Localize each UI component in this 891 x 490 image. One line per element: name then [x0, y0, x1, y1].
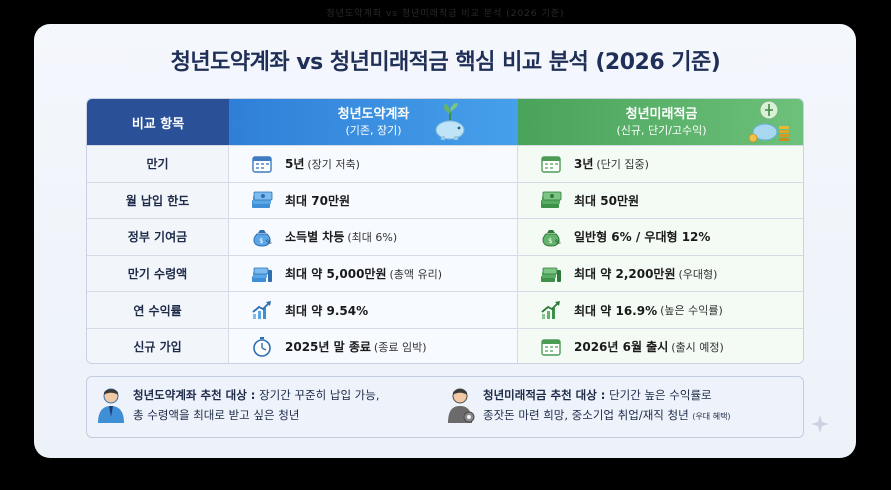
row-cell-b: $% 일반형 6% / 우대형 12% [518, 219, 803, 255]
row-cell-a: $% 소득별 차등 (최대 6%) [229, 219, 518, 255]
comparison-table: 비교 항목 청년도약계좌 (기존, 장기) 청년미래적금 (신규, 단기/고수익… [86, 98, 804, 364]
cell-note: (우대형) [678, 267, 718, 281]
table-row: 만기 수령액 최대 약 5,000만원 (총액 유리) 최대 약 2,200만원… [87, 254, 803, 292]
calendar-icon [541, 156, 561, 173]
cell-value: 일반형 6% / 우대형 12% [574, 230, 711, 245]
svg-text:%: % [266, 239, 272, 246]
recommendation-a-text: 청년도약계좌 추천 대상 : 장기간 꾸준히 납입 가능, 총 수령액을 최대로… [133, 385, 380, 425]
recommendation-box: 청년도약계좌 추천 대상 : 장기간 꾸준히 납입 가능, 총 수령액을 최대로… [86, 376, 804, 438]
trend-up-icon [541, 301, 560, 320]
row-label: 신규 가입 [87, 329, 229, 363]
row-cell-a: 2025년 말 종료 (종료 임박) [229, 329, 518, 363]
recommendation-b: 청년미래적금 추천 대상 : 단기간 높은 수익률로 종잣돈 마련 희망, 중소… [447, 385, 797, 427]
sparkle-icon [811, 415, 829, 433]
person-gear-icon [448, 388, 475, 423]
col-b-sub: (신규, 단기/고수익) [616, 123, 707, 137]
money-bag-icon: $% [542, 229, 561, 247]
cell-note: (높은 수익률) [660, 304, 723, 318]
row-cell-a: 최대 약 9.54% [229, 292, 518, 328]
table-row: 정부 기여금 $% 소득별 차등 (최대 6%) $% 일반형 6% / 우대형… [87, 218, 803, 255]
rec-a-head: 청년도약계좌 추천 대상 : [133, 388, 256, 402]
cell-value: 2026년 6월 출시 [574, 340, 669, 355]
calendar-icon [541, 339, 561, 356]
rec-a-body1: 장기간 꾸준히 납입 가능, [255, 388, 380, 402]
cell-value: 2025년 말 종료 [285, 340, 371, 355]
money-bag-icon: $% [253, 229, 272, 247]
table-row: 월 납입 한도 최대 70만원 최대 50만원 [87, 181, 803, 219]
row-cell-b: 2026년 6월 출시 (출시 예정) [518, 329, 803, 363]
cell-value: 최대 50만원 [574, 193, 640, 208]
cell-note: (단기 집중) [596, 157, 649, 171]
cash-pile-icon [541, 267, 561, 282]
table-row: 만기 5년 (장기 저축) 3년 (단기 집중) [87, 145, 803, 182]
cell-note: (최대 6%) [347, 230, 398, 244]
row-label: 연 수익률 [87, 292, 229, 328]
header-col-b: 청년미래적금 (신규, 단기/고수익) [518, 99, 803, 145]
cell-value: 최대 70만원 [285, 193, 351, 208]
cell-note: (종료 임박) [373, 340, 427, 354]
row-cell-a: 최대 70만원 [229, 182, 518, 219]
table-row: 신규 가입 2025년 말 종료 (종료 임박) 2026년 6월 출시 (출시… [87, 328, 803, 363]
header-label: 비교 항목 [131, 116, 185, 132]
row-cell-b: 최대 50만원 [518, 182, 803, 219]
cash-pile-icon [252, 267, 272, 282]
table-row: 연 수익률 최대 약 9.54% 최대 약 16.9% (높은 수익률) [87, 291, 803, 328]
cell-value: 최대 약 16.9% [574, 303, 658, 318]
rec-a-body2: 총 수령액을 최대로 받고 싶은 청년 [133, 408, 300, 422]
row-cell-a: 최대 약 5,000만원 (총액 유리) [229, 255, 518, 292]
cell-value: 최대 약 2,200만원 [574, 267, 676, 282]
money-stack-icon [252, 191, 273, 209]
recommendation-b-text: 청년미래적금 추천 대상 : 단기간 높은 수익률로 종잣돈 마련 희망, 중소… [483, 385, 731, 427]
cell-value: 최대 약 9.54% [285, 303, 369, 318]
rec-b-head: 청년미래적금 추천 대상 : [483, 388, 606, 402]
coins-plant-icon [748, 100, 789, 143]
header-col-a: 청년도약계좌 (기존, 장기) [229, 99, 518, 145]
cell-value: 최대 약 5,000만원 [285, 267, 387, 282]
row-label: 월 납입 한도 [87, 182, 229, 219]
piggy-bank-icon [435, 103, 465, 140]
calendar-icon [252, 156, 272, 173]
col-a-sub: (기존, 장기) [345, 123, 402, 137]
money-stack-icon [541, 191, 562, 209]
page-title: 청년도약계좌 vs 청년미래적금 핵심 비교 분석 (2026 기준) [170, 50, 721, 75]
rec-b-tiny: (우대 혜택) [692, 412, 731, 421]
cell-note: (출시 예정) [671, 340, 724, 354]
top-bar: 청년도약계좌 vs 청년미래적금 비교 분석 (2026 기준) [0, 0, 891, 24]
trend-up-icon [252, 301, 271, 320]
svg-text:$: $ [259, 237, 263, 245]
row-label: 만기 수령액 [87, 255, 229, 292]
cell-note: (장기 저축) [307, 157, 360, 171]
row-cell-a: 5년 (장기 저축) [229, 146, 518, 182]
cell-note: (총액 유리) [389, 267, 443, 281]
row-label: 정부 기여금 [87, 219, 229, 255]
row-cell-b: 3년 (단기 집중) [518, 146, 803, 182]
row-cell-b: 최대 약 2,200만원 (우대형) [518, 255, 803, 292]
col-b-title: 청년미래적금 [625, 106, 698, 122]
row-cell-b: 최대 약 16.9% (높은 수익률) [518, 292, 803, 328]
rec-b-body2: 종잣돈 마련 희망, 중소기업 취업/재직 청년 [483, 408, 689, 422]
svg-text:%: % [555, 239, 561, 246]
top-bar-caption: 청년도약계좌 vs 청년미래적금 비교 분석 (2026 기준) [326, 8, 565, 19]
rec-b-body1: 단기간 높은 수익률로 [605, 388, 712, 402]
recommendation-a: 청년도약계좌 추천 대상 : 장기간 꾸준히 납입 가능, 총 수령액을 최대로… [97, 385, 437, 425]
stopwatch-icon [253, 336, 271, 357]
cell-value: 3년 [574, 157, 594, 172]
cell-value: 5년 [285, 157, 305, 172]
col-a-title: 청년도약계좌 [337, 106, 410, 122]
row-label: 만기 [87, 146, 229, 182]
person-icon [98, 388, 124, 423]
cell-value: 소득별 차등 [285, 230, 345, 245]
header-label-cell: 비교 항목 [87, 99, 229, 145]
svg-text:$: $ [548, 237, 552, 245]
